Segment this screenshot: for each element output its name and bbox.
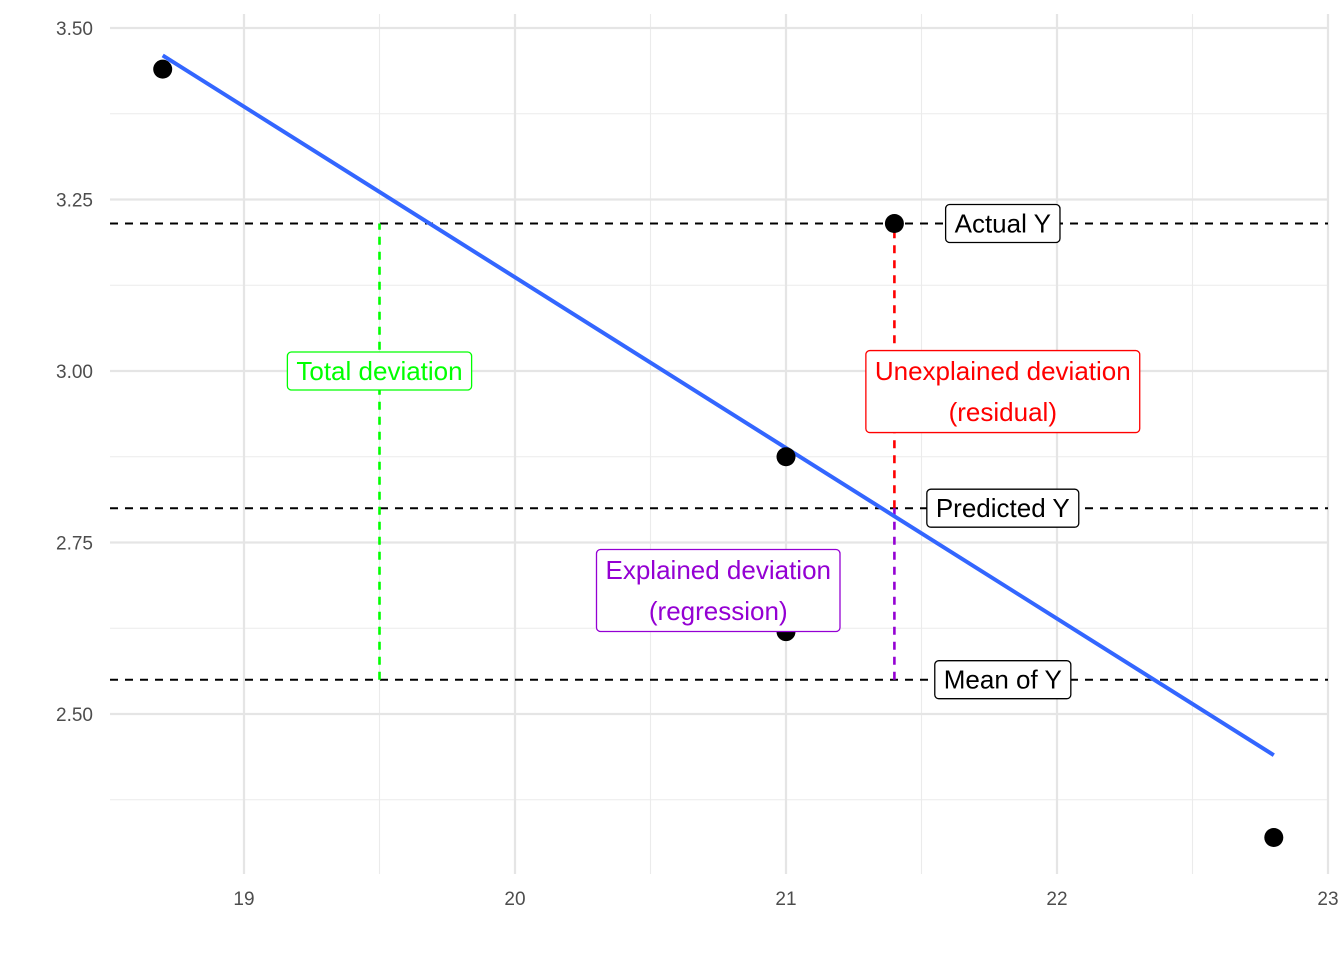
y-tick-label: 3.25 xyxy=(56,191,93,212)
label-mean: Mean of Y xyxy=(934,660,1072,700)
label-predicted-text: Predicted Y xyxy=(936,493,1070,523)
major-gridlines xyxy=(110,14,1330,874)
explained-deviation-label-text: Explained deviation xyxy=(606,555,832,585)
axis-tick-labels: 19 20 21 22 23 2.50 2.75 3.00 3.25 3.50 xyxy=(56,19,1339,910)
explained-deviation-label: Explained deviation (regression) xyxy=(595,548,841,633)
label-mean-text: Mean of Y xyxy=(944,665,1062,695)
minor-gridlines xyxy=(110,14,1328,874)
data-point xyxy=(776,447,796,467)
regression-line-group xyxy=(161,53,1275,757)
label-actual-text: Actual Y xyxy=(955,209,1051,239)
explained-deviation-label-box xyxy=(595,548,841,633)
total-deviation-label-box xyxy=(286,351,473,391)
data-points xyxy=(153,59,1284,847)
data-point xyxy=(1264,827,1284,847)
unexplained-deviation-label-text: Unexplained deviation xyxy=(875,356,1131,386)
data-point xyxy=(153,59,173,79)
label-predicted-box xyxy=(926,488,1080,528)
reference-lines xyxy=(110,222,1328,681)
y-tick-label: 3.00 xyxy=(56,362,93,383)
annotation-labels: Actual Y Predicted Y Mean of Y Total deviat… xyxy=(286,203,1141,700)
unexplained-deviation-label-box xyxy=(865,349,1141,434)
total-deviation-label: Total deviation xyxy=(286,351,473,391)
label-predicted: Predicted Y xyxy=(926,488,1080,528)
x-tick-label: 21 xyxy=(775,889,796,910)
y-tick-label: 2.50 xyxy=(56,705,93,726)
data-point xyxy=(884,214,904,234)
label-actual: Actual Y xyxy=(944,203,1061,244)
regression-line xyxy=(161,53,1275,757)
label-mean-box xyxy=(934,660,1072,700)
unexplained-deviation-label: Unexplained deviation (residual) xyxy=(865,349,1141,434)
label-actual-box xyxy=(944,203,1061,244)
x-tick-label: 20 xyxy=(504,889,525,910)
explained-deviation-label-text: (regression) xyxy=(649,596,788,626)
x-tick-label: 23 xyxy=(1317,889,1338,910)
x-tick-label: 19 xyxy=(233,889,254,910)
y-tick-label: 2.75 xyxy=(56,534,93,555)
y-tick-label: 3.50 xyxy=(56,19,93,40)
unexplained-deviation-label-text: (residual) xyxy=(949,397,1057,427)
total-deviation-label-text: Total deviation xyxy=(296,356,462,386)
x-tick-label: 22 xyxy=(1046,889,1067,910)
